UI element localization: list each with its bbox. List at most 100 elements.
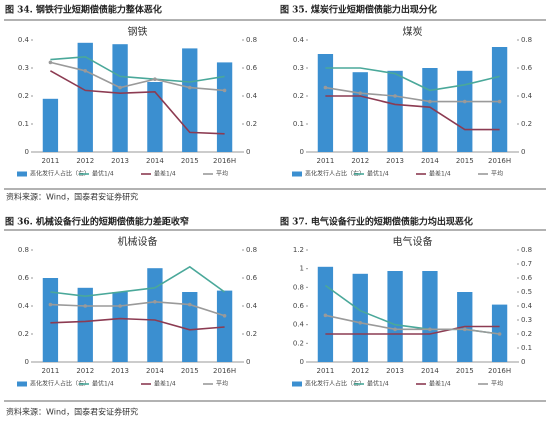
bar bbox=[147, 268, 163, 362]
marker bbox=[83, 304, 88, 308]
bar bbox=[112, 292, 128, 362]
legend-swatch bbox=[292, 171, 302, 177]
line bbox=[325, 95, 500, 131]
marker bbox=[497, 332, 502, 336]
x-tick-label: 2015 bbox=[181, 367, 199, 375]
y2-tick-label: 0.2 bbox=[246, 120, 257, 128]
x-tick-label: 2016H bbox=[213, 157, 236, 165]
y2-tick-label: 0.6 bbox=[521, 274, 533, 282]
y2-tick-label: 0.6 bbox=[521, 64, 533, 72]
y-tick-label: 0 bbox=[300, 148, 304, 156]
marker bbox=[222, 314, 227, 318]
y-tick-label: 0.1 bbox=[18, 120, 29, 128]
bar bbox=[352, 72, 368, 152]
x-tick-label: 2011 bbox=[42, 367, 60, 375]
chart-title: 机械设备 bbox=[118, 235, 158, 248]
marker bbox=[428, 327, 432, 332]
legend-label: 平均 bbox=[216, 380, 228, 388]
line bbox=[325, 314, 500, 335]
marker bbox=[358, 321, 363, 325]
bar bbox=[42, 98, 59, 152]
marker bbox=[48, 302, 53, 307]
bar bbox=[317, 54, 334, 152]
x-tick-label: 2011 bbox=[317, 157, 335, 165]
line bbox=[50, 55, 225, 83]
y2-tick-label: 0.5 bbox=[521, 288, 532, 296]
marker bbox=[153, 77, 157, 81]
marker bbox=[118, 304, 122, 308]
x-tick-label: 2012 bbox=[76, 367, 94, 375]
y-tick-label: 0.6 bbox=[293, 302, 305, 310]
bar bbox=[147, 82, 163, 152]
legend-label: 平均 bbox=[491, 380, 503, 388]
y2-tick-label: 0.1 bbox=[521, 344, 532, 352]
bar bbox=[491, 47, 508, 152]
y-tick-label: 0.2 bbox=[293, 339, 304, 347]
y-tick-label: 0.4 bbox=[18, 36, 30, 44]
legend-label: 最优1/4 bbox=[92, 170, 114, 178]
bar bbox=[216, 62, 233, 152]
legend-swatch bbox=[17, 171, 27, 177]
y2-tick-label: 0.8 bbox=[521, 246, 532, 254]
y2-tick-label: 0 bbox=[521, 148, 525, 156]
line bbox=[325, 325, 500, 335]
y-tick-label: 1.2 bbox=[293, 246, 304, 254]
legend-label: 最差1/4 bbox=[154, 380, 176, 388]
x-tick-label: 2014 bbox=[146, 157, 164, 165]
bar bbox=[352, 273, 368, 362]
x-tick-label: 2015 bbox=[181, 157, 199, 165]
x-tick-label: 2011 bbox=[317, 367, 335, 375]
legend-swatch bbox=[292, 381, 302, 387]
x-tick-label: 2014 bbox=[421, 157, 439, 165]
y2-tick-label: 0 bbox=[246, 358, 250, 366]
legend-label: 恶化发行人占比（右） bbox=[305, 170, 365, 178]
y2-tick-label: 0.8 bbox=[521, 36, 532, 44]
x-tick-label: 2013 bbox=[386, 157, 404, 165]
legend-label: 恶化发行人占比（右） bbox=[30, 380, 90, 388]
line bbox=[50, 300, 225, 317]
marker bbox=[187, 85, 192, 90]
bar bbox=[216, 290, 233, 362]
marker bbox=[83, 69, 88, 73]
marker bbox=[323, 85, 328, 90]
legend-swatch bbox=[17, 381, 27, 387]
y2-tick-label: 0.6 bbox=[246, 64, 258, 72]
marker bbox=[497, 99, 502, 104]
chart-title: 钢铁 bbox=[128, 25, 148, 38]
source: 资料来源：Wind，国泰君安证券研究 bbox=[6, 407, 138, 417]
y-tick-label: 0.6 bbox=[18, 274, 30, 282]
y-tick-label: 0.4 bbox=[293, 36, 305, 44]
x-tick-label: 2011 bbox=[42, 157, 60, 165]
legend-label: 最差1/4 bbox=[429, 170, 451, 178]
line bbox=[325, 67, 500, 92]
y2-tick-label: 0.2 bbox=[521, 120, 532, 128]
y2-tick-label: 0.6 bbox=[246, 274, 258, 282]
x-tick-label: 2012 bbox=[76, 157, 94, 165]
bar bbox=[77, 287, 93, 362]
x-tick-label: 2016H bbox=[488, 157, 511, 165]
legend-label: 恶化发行人占比（右） bbox=[30, 170, 90, 178]
line bbox=[325, 86, 500, 103]
y-tick-label: 0.3 bbox=[18, 64, 29, 72]
y-tick-label: 0.3 bbox=[293, 64, 304, 72]
y2-tick-label: 0.2 bbox=[521, 330, 532, 338]
legend-label: 最优1/4 bbox=[367, 380, 389, 388]
line bbox=[50, 317, 225, 331]
y2-tick-label: 0.8 bbox=[246, 246, 257, 254]
line bbox=[50, 70, 225, 135]
line bbox=[50, 61, 225, 92]
y2-tick-label: 0.4 bbox=[521, 302, 533, 310]
x-tick-label: 2012 bbox=[351, 157, 369, 165]
figure-caption: 图 36. 机械设备行业的短期偿债能力差距收窄 bbox=[5, 216, 189, 228]
y-tick-label: 0.4 bbox=[293, 321, 305, 329]
marker bbox=[393, 94, 397, 98]
y-tick-label: 0 bbox=[25, 358, 29, 366]
bar bbox=[112, 44, 128, 153]
bar bbox=[182, 48, 198, 152]
y2-tick-label: 0.3 bbox=[521, 316, 532, 324]
y2-tick-label: 0.4 bbox=[246, 92, 258, 100]
source: 资料来源：Wind，国泰君安证券研究 bbox=[6, 192, 138, 202]
bar bbox=[42, 278, 59, 362]
figure-caption: 图 35. 煤炭行业短期偿债能力出现分化 bbox=[280, 4, 437, 16]
